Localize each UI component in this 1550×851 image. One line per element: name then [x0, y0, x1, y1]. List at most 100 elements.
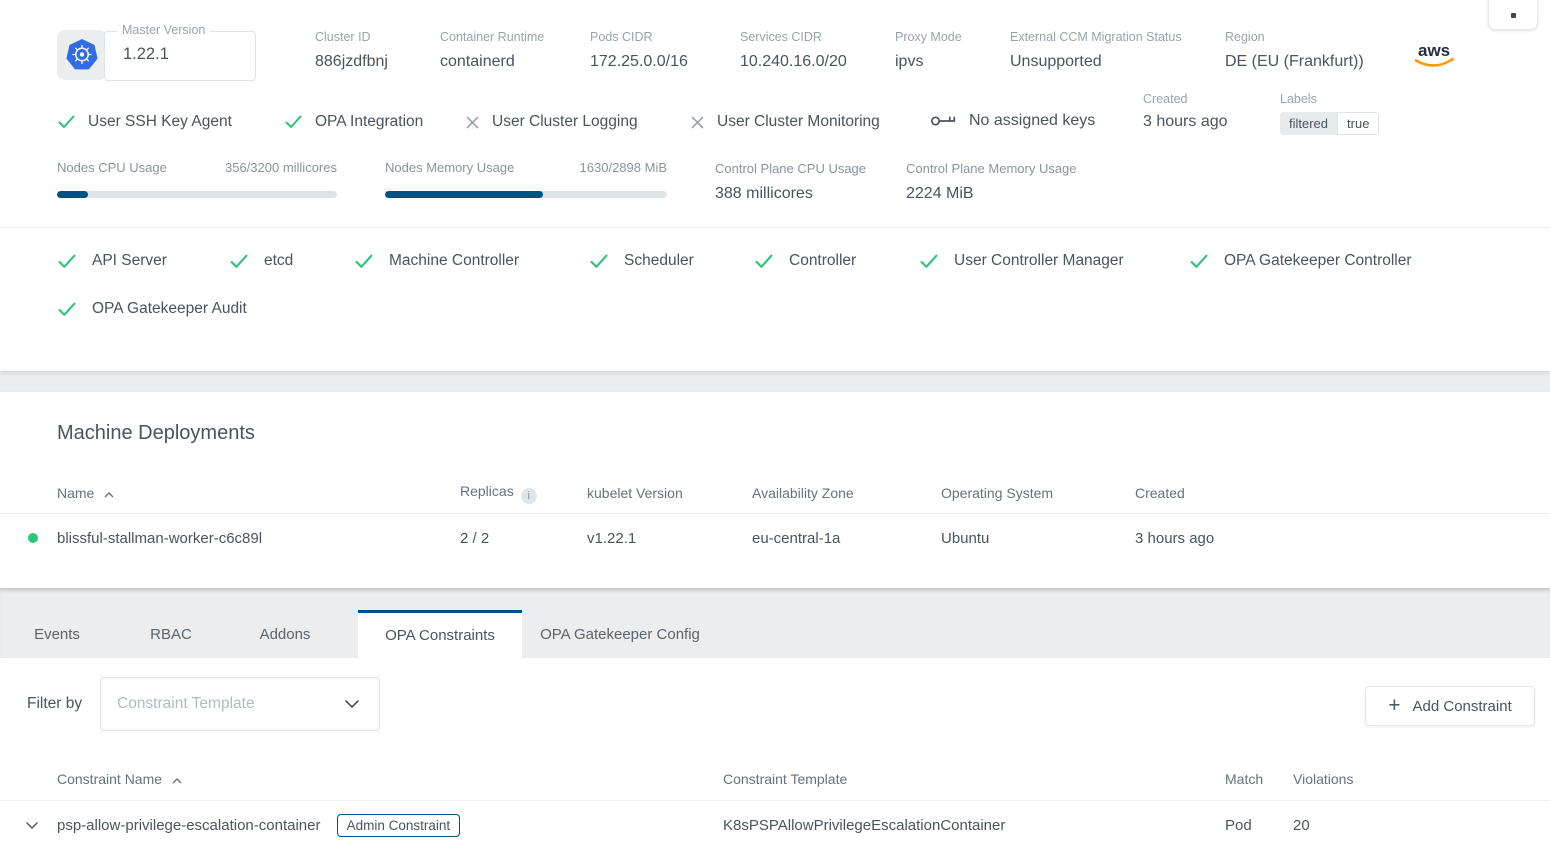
- usage-label: Nodes Memory Usage: [385, 160, 514, 175]
- column-header-constraint-name[interactable]: Constraint Name: [0, 771, 723, 787]
- column-header-violations: Violations: [1293, 771, 1550, 787]
- stat-label: External CCM Migration Status: [1010, 30, 1182, 44]
- aws-logo: aws: [1412, 40, 1458, 77]
- constraint-row[interactable]: psp-allow-privilege-escalation-container…: [0, 801, 1550, 850]
- chevron-down-icon: [345, 700, 359, 708]
- machine-deployment-zone: eu-central-1a: [752, 530, 941, 547]
- machine-deployment-created: 3 hours ago: [1135, 530, 1550, 547]
- x-icon: [466, 116, 479, 129]
- usage-value: 356/3200 millicores: [225, 160, 337, 175]
- health-label: Scheduler: [624, 252, 694, 270]
- column-header-match: Match: [1225, 771, 1293, 787]
- admin-constraint-badge: Admin Constraint: [337, 814, 461, 837]
- stat-pods-cidr: Pods CIDR 172.25.0.0/16: [590, 30, 688, 71]
- machine-deployment-name: blissful-stallman-worker-c6c89l: [57, 530, 262, 547]
- stat-value: 886jzdfbnj: [315, 53, 388, 71]
- stat-label: Cluster ID: [315, 30, 388, 44]
- constraint-template-select[interactable]: Constraint Template: [100, 677, 380, 731]
- expand-chevron-icon[interactable]: [26, 822, 38, 829]
- cp-value: 388 millicores: [715, 185, 866, 203]
- feature-label: User SSH Key Agent: [88, 113, 232, 131]
- select-placeholder: Constraint Template: [117, 695, 345, 713]
- opa-constraints-panel: Filter by Constraint Template + Add Cons…: [0, 658, 1550, 851]
- health-opa-gatekeeper-controller: OPA Gatekeeper Controller: [1190, 250, 1412, 272]
- tab-rbac[interactable]: RBAC: [114, 610, 228, 658]
- stat-proxy-mode: Proxy Mode ipvs: [895, 30, 962, 71]
- health-user-controller-manager: User Controller Manager: [920, 250, 1124, 272]
- sort-asc-icon: [172, 778, 182, 784]
- detail-tabs: Events RBAC Addons OPA Constraints OPA G…: [0, 588, 1550, 658]
- cp-label: Control Plane CPU Usage: [715, 161, 866, 176]
- plus-icon: +: [1388, 695, 1400, 716]
- tab-events[interactable]: Events: [0, 610, 114, 658]
- tab-addons[interactable]: Addons: [228, 610, 342, 658]
- cluster-summary-panel: Master Version 1.22.1 Cluster ID 886jzdf…: [0, 0, 1550, 371]
- check-icon: [1190, 254, 1208, 269]
- feature-label: User Cluster Monitoring: [717, 113, 880, 131]
- column-header-name[interactable]: Name: [0, 485, 460, 501]
- stat-label: Container Runtime: [440, 30, 544, 44]
- constraint-match: Pod: [1225, 817, 1293, 834]
- status-running-icon: [28, 533, 38, 543]
- control-plane-memory: Control Plane Memory Usage 2224 MiB: [906, 161, 1077, 203]
- stat-value: 172.25.0.0/16: [590, 53, 688, 71]
- machine-deployment-replicas: 2 / 2: [460, 530, 587, 547]
- labels-group: Labels filtered true: [1280, 92, 1379, 135]
- health-opa-gatekeeper-audit: OPA Gatekeeper Audit: [58, 298, 247, 320]
- cpu-usage-bar: [57, 191, 337, 198]
- machine-deployment-kubelet: v1.22.1: [587, 530, 752, 547]
- section-gap: [0, 371, 1550, 392]
- menu-dot-icon: [1511, 13, 1516, 18]
- check-icon: [58, 115, 75, 129]
- health-label: etcd: [264, 252, 293, 270]
- column-header-replicas: Replicasi: [460, 483, 587, 504]
- check-icon: [285, 115, 302, 129]
- label-chip-value: true: [1337, 112, 1379, 135]
- svg-text:aws: aws: [1418, 41, 1450, 60]
- health-label: API Server: [92, 252, 167, 270]
- feature-label: User Cluster Logging: [492, 113, 638, 131]
- add-constraint-button[interactable]: + Add Constraint: [1365, 686, 1535, 726]
- tab-opa-constraints[interactable]: OPA Constraints: [358, 610, 522, 658]
- cluster-actions-button[interactable]: [1488, 0, 1538, 30]
- nodes-memory-usage: Nodes Memory Usage 1630/2898 MiB: [385, 160, 667, 198]
- health-label: Controller: [789, 252, 856, 270]
- health-etcd: etcd: [230, 250, 293, 272]
- check-icon: [230, 254, 248, 269]
- labels-label: Labels: [1280, 92, 1379, 106]
- master-version-value: 1.22.1: [123, 45, 169, 64]
- stat-external-ccm: External CCM Migration Status Unsupporte…: [1010, 30, 1182, 71]
- cp-label: Control Plane Memory Usage: [906, 161, 1077, 176]
- machine-deployment-row[interactable]: blissful-stallman-worker-c6c89l 2 / 2 v1…: [0, 514, 1550, 562]
- feature-user-cluster-logging: User Cluster Logging: [466, 111, 638, 133]
- master-version-field: Master Version 1.22.1: [104, 31, 256, 81]
- machine-deployment-os: Ubuntu: [941, 530, 1135, 547]
- memory-usage-bar: [385, 191, 667, 198]
- label-chip-key: filtered: [1280, 112, 1337, 135]
- constraint-name: psp-allow-privilege-escalation-container: [57, 817, 320, 834]
- created-value: 3 hours ago: [1143, 113, 1228, 131]
- machine-deployments-title: Machine Deployments: [57, 422, 255, 445]
- feature-label: OPA Integration: [315, 113, 423, 131]
- health-label: Machine Controller: [389, 252, 519, 270]
- created-group: Created 3 hours ago: [1143, 92, 1228, 131]
- machine-deployments-panel: Machine Deployments Name Replicasi kubel…: [0, 392, 1550, 588]
- stat-value: DE (EU (Frankfurt)): [1225, 53, 1364, 71]
- stat-label: Services CIDR: [740, 30, 847, 44]
- kubernetes-icon: [65, 38, 99, 72]
- info-icon[interactable]: i: [521, 488, 537, 504]
- check-icon: [58, 302, 76, 317]
- usage-label: Nodes CPU Usage: [57, 160, 167, 175]
- section-divider: [0, 227, 1550, 228]
- stat-label: Proxy Mode: [895, 30, 962, 44]
- feature-user-cluster-monitoring: User Cluster Monitoring: [691, 111, 880, 133]
- filter-by-label: Filter by: [27, 695, 82, 713]
- check-icon: [920, 254, 938, 269]
- ssh-keys-status: No assigned keys: [930, 110, 1095, 132]
- health-label: OPA Gatekeeper Controller: [1224, 252, 1412, 270]
- tab-opa-gatekeeper-config[interactable]: OPA Gatekeeper Config: [522, 610, 718, 658]
- created-label: Created: [1143, 92, 1228, 106]
- machine-deployments-header: Name Replicasi kubelet Version Availabil…: [0, 473, 1550, 514]
- check-icon: [355, 254, 373, 269]
- feature-opa-integration: OPA Integration: [285, 111, 423, 133]
